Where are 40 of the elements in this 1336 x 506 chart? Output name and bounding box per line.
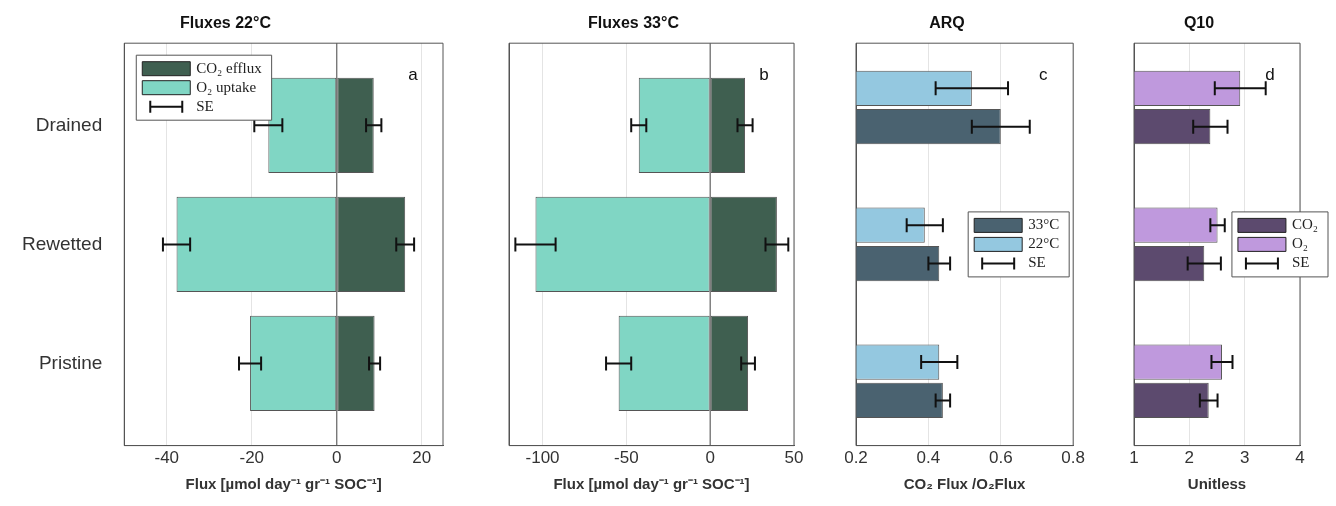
legend-label: CO₂ efflux: [196, 59, 263, 76]
x-tick-label: 2: [1184, 448, 1195, 468]
legend-label: O₂ uptake: [196, 78, 257, 95]
y-tick-label: Drained: [35, 113, 103, 135]
x-axis-title: Unitless: [1187, 475, 1247, 493]
x-tick-label: 3: [1239, 448, 1250, 468]
x-axis-title: Flux [µmol day⁻¹ gr⁻¹ SOC⁻¹]: [553, 475, 750, 493]
annotation: SE: [196, 97, 214, 114]
annotation: c: [1038, 64, 1048, 84]
x-tick-label: -40: [154, 448, 180, 468]
x-tick-label: 0.2: [844, 448, 868, 468]
x-tick-label: 0: [332, 448, 342, 468]
y-tick-label: Pristine: [38, 351, 103, 373]
legend-label: 33°C: [1028, 216, 1060, 233]
annotation: a: [408, 64, 419, 84]
x-tick-label: -20: [239, 448, 265, 468]
annotation: d: [1265, 64, 1275, 84]
chart-title: Q10: [1183, 14, 1215, 32]
legend-label: O₂: [1291, 235, 1308, 252]
x-tick-label: 4: [1295, 448, 1305, 468]
x-axis-title: Flux [µmol day⁻¹ gr⁻¹ SOC⁻¹]: [185, 475, 382, 493]
chart-title: Fluxes 33°C: [588, 14, 680, 32]
x-tick-label: 50: [784, 448, 804, 468]
x-tick-label: 20: [412, 448, 432, 468]
x-axis-title: CO₂ Flux /O₂Flux: [903, 475, 1027, 493]
y-tick-label: Rewetted: [21, 232, 103, 254]
chart-title: ARQ: [929, 14, 965, 32]
x-tick-label: 0: [705, 448, 715, 468]
x-tick-label: 1: [1129, 448, 1139, 468]
x-tick-label: -100: [525, 448, 560, 468]
legend-label: CO₂: [1291, 216, 1319, 233]
annotation: b: [759, 64, 769, 84]
annotation: SE: [1291, 254, 1310, 271]
x-tick-label: 0.6: [988, 448, 1013, 468]
x-tick-label: -50: [614, 448, 639, 468]
annotation: SE: [1028, 254, 1046, 271]
legend-label: 22°C: [1028, 235, 1060, 252]
x-tick-label: 0.8: [1061, 448, 1085, 468]
chart-title: Fluxes 22°C: [180, 14, 272, 32]
x-tick-label: 0.4: [916, 448, 941, 468]
